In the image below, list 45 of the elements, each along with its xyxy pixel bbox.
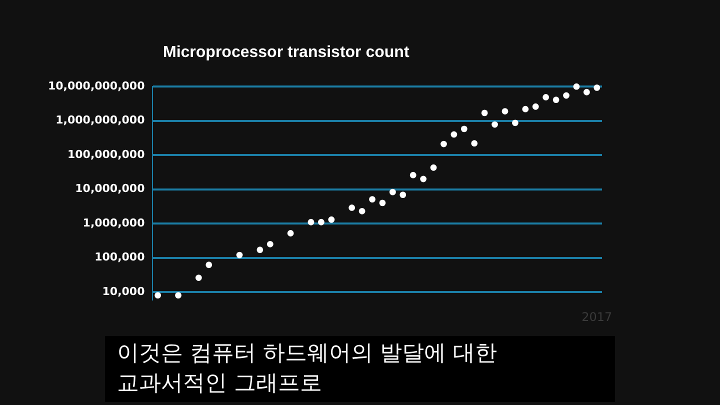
point — [308, 218, 314, 226]
point — [522, 106, 529, 112]
point — [440, 140, 447, 148]
point — [481, 110, 488, 116]
chart-title: Microprocessor transistor count — [163, 44, 410, 62]
point — [502, 108, 508, 114]
y-tick-label: 1,000,000 — [82, 216, 146, 230]
point — [287, 230, 294, 236]
point — [471, 140, 478, 147]
point — [512, 120, 518, 126]
point — [594, 84, 600, 91]
point — [206, 262, 212, 268]
point — [236, 252, 243, 258]
point — [460, 126, 468, 132]
y-tick-label: 10,000 — [102, 284, 146, 298]
point — [318, 218, 324, 226]
point — [573, 83, 580, 90]
point — [552, 96, 560, 104]
point — [532, 103, 539, 110]
point — [154, 292, 162, 299]
point — [563, 92, 570, 99]
y-tick-label: 10,000,000,000 — [48, 79, 146, 92]
point — [328, 216, 335, 223]
point — [542, 94, 550, 100]
point — [400, 192, 406, 198]
y-tick-label: 100,000 — [94, 250, 146, 264]
point — [492, 121, 498, 128]
point — [410, 172, 416, 178]
point — [348, 204, 356, 211]
y-tick-label: 100,000,000 — [67, 148, 146, 161]
point — [420, 176, 427, 182]
point — [430, 164, 437, 171]
point — [379, 200, 386, 206]
point — [175, 292, 182, 299]
y-tick-label: 1,000,000,000 — [56, 114, 146, 127]
point — [266, 240, 274, 248]
point — [583, 88, 590, 96]
text: 이것은 컴퓨터 하드웨어의 발달에 대한 교과서적인 그래프로 — [105, 336, 615, 402]
y-tick-label: 10,000,000 — [75, 182, 146, 196]
point — [369, 196, 376, 203]
point — [256, 246, 264, 254]
point — [389, 188, 396, 196]
point — [450, 131, 458, 138]
point — [358, 208, 366, 214]
point — [195, 274, 202, 281]
